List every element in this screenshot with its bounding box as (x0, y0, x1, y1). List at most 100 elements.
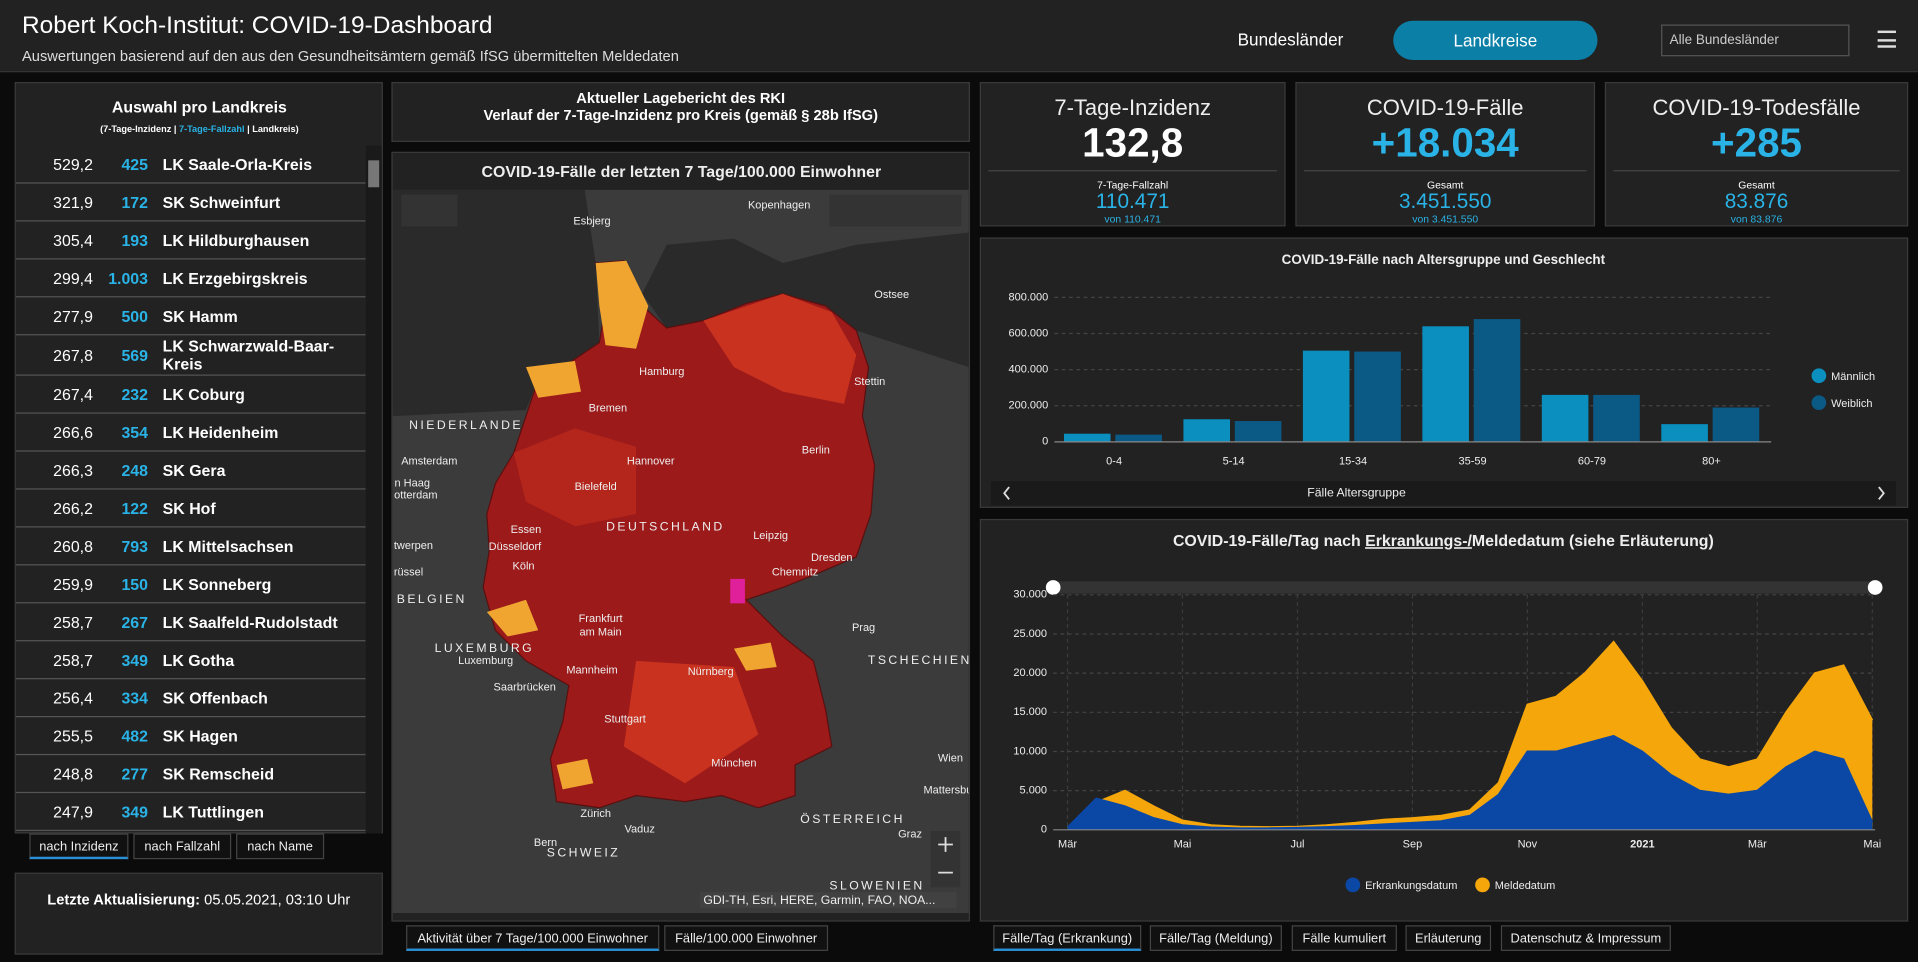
incidence: 321,9 (53, 192, 93, 212)
district-list-panel: Auswahl pro Landkreis (7-Tage-Inzidenz |… (14, 82, 383, 834)
header: Robert Koch-Institut: COVID-19-Dashboard… (0, 0, 1918, 73)
tab[interactable]: Fälle/Tag (Meldung) (1149, 925, 1282, 951)
y-tick-label: 10.000 (1013, 745, 1047, 757)
incidence: 266,6 (53, 422, 93, 442)
list-row[interactable]: 266,2 122 SK Hof (15, 490, 366, 528)
x-tick-label: Mai (1863, 838, 1881, 850)
kpi-sub-label: 7-Tage-Fallzahl (1097, 178, 1169, 191)
list-row[interactable]: 266,6 354 LK Heidenheim (15, 414, 366, 452)
range-slider[interactable] (1053, 581, 1876, 594)
list-row[interactable]: 266,3 248 SK Gera (15, 452, 366, 490)
city-label: Zürich (580, 808, 611, 820)
tab[interactable]: Fälle kumuliert (1291, 925, 1397, 951)
tab[interactable]: Erläuterung (1405, 925, 1492, 951)
district-region[interactable] (486, 599, 539, 637)
list-row[interactable]: 277,9 500 SK Hamm (15, 297, 366, 336)
range-handle[interactable] (1867, 580, 1883, 595)
district-name: LK Saale-Orla-Kreis (162, 154, 313, 174)
list-row[interactable]: 256,4 334 SK Offenbach (15, 679, 366, 718)
list-row[interactable]: 267,4 232 LK Coburg (15, 376, 366, 414)
city-label: Leipzig (753, 530, 788, 542)
list-row[interactable]: 267,8 569 LK Schwarzwald-Baar-Kreis (15, 335, 366, 376)
district-region[interactable] (513, 428, 637, 527)
nav-button[interactable]: Landkreise (1393, 20, 1598, 60)
country-label: SLOWENIEN (829, 878, 924, 892)
kpi-sub-label: Gesamt (1738, 178, 1775, 191)
list-row[interactable]: 321,9 172 SK Schweinfurt (15, 184, 366, 222)
city-label: Kopenhagen (748, 200, 810, 212)
country-label: DEUTSCHLAND (606, 520, 725, 534)
case-count: 277 (121, 764, 149, 783)
dropdown[interactable]: Alle Bundesländer (1661, 24, 1850, 57)
subtitle: Auswertungen basierend auf den aus den G… (22, 47, 679, 65)
bar (1712, 407, 1760, 442)
scrollbar[interactable] (365, 145, 382, 834)
y-tick-label: 15.000 (1013, 706, 1047, 718)
list-row[interactable]: 258,7 349 LK Gotha (15, 641, 366, 680)
city-label: Berlin (802, 444, 830, 456)
tab[interactable]: nach Fallzahl (133, 833, 232, 860)
map-toolbar[interactable] (401, 194, 458, 227)
x-tick-label: 15-34 (1339, 455, 1367, 467)
nav-button[interactable]: Bundesländer (1237, 29, 1344, 49)
incidence: 267,8 (53, 345, 93, 365)
district-region[interactable] (595, 260, 649, 349)
legend-swatch (1345, 877, 1361, 893)
x-tick-label: Mai (1174, 838, 1192, 850)
list-row[interactable]: 258,7 267 LK Saalfeld-Rudolstadt (15, 603, 366, 642)
list-row[interactable]: 529,2 425 LK Saale-Orla-Kreis (15, 146, 366, 184)
district-highlight[interactable] (730, 578, 745, 604)
district-region[interactable] (556, 758, 594, 790)
list-row[interactable]: 247,9 349 LK Tuttlingen (15, 793, 366, 832)
country-label: ÖSTERREICH (800, 812, 905, 826)
district-name: LK Sonneberg (162, 574, 272, 593)
city-label: Düsseldorf (489, 541, 543, 553)
tab[interactable]: Datenschutz & Impressum (1500, 925, 1671, 951)
y-tick-label: 30.000 (1013, 589, 1047, 601)
district-region[interactable] (733, 642, 777, 671)
case-count: 569 (121, 345, 149, 365)
report-line: Verlauf der 7-Tage-Inzidenz pro Kreis (g… (483, 106, 878, 124)
district-region[interactable] (623, 660, 759, 784)
kpi-value: +285 (1711, 119, 1802, 166)
area-line (1066, 640, 1874, 829)
y-tick-label: 25.000 (1013, 628, 1047, 640)
attribution: GDI-TH, Esri, HERE, Garmin, FAO, NOA... (703, 893, 935, 907)
report-link[interactable]: Aktueller Lagebericht des RKI Verlauf der… (391, 82, 970, 142)
list-legend: (7-Tage-Inzidenz | 7-Tage-Fallzahl | Lan… (16, 124, 383, 135)
city-label: Frankfurt (579, 613, 623, 625)
tab[interactable]: Aktivität über 7 Tage/100.000 Einwohner (406, 925, 660, 951)
incidence: 256,4 (53, 688, 93, 707)
district-name: LK Coburg (162, 384, 245, 404)
germany-districts[interactable] (482, 260, 876, 809)
scroll-arrows[interactable] (1003, 486, 1885, 500)
district-region[interactable] (703, 293, 857, 404)
range-handle[interactable] (1045, 580, 1061, 595)
tab[interactable]: nach Inzidenz (29, 833, 129, 860)
district-region[interactable] (525, 361, 582, 398)
menu-button[interactable] (1877, 30, 1896, 48)
city-label: Vaduz (625, 824, 655, 836)
kpi-title: 7-Tage-Inzidenz (1054, 95, 1212, 120)
list-row[interactable]: 305,4 193 LK Hildburghausen (15, 222, 366, 260)
list-row[interactable]: 259,9 150 LK Sonneberg (15, 565, 366, 604)
city-label: Bern (534, 837, 557, 849)
city-label: Nürnberg (688, 666, 734, 678)
y-tick-label: 5.000 (1020, 785, 1048, 797)
tab[interactable]: Fälle/100.000 Einwohner (664, 925, 829, 951)
x-tick-label: Mär (1058, 838, 1077, 850)
city-label: Stuttgart (604, 714, 646, 726)
legend-swatch (1475, 877, 1490, 893)
list-row[interactable]: 248,8 277 SK Remscheid (15, 755, 366, 794)
tab[interactable]: nach Name (236, 833, 325, 860)
incidence: 266,2 (53, 498, 93, 518)
list-row[interactable]: 255,5 482 SK Hagen (15, 717, 366, 756)
map-toolbar[interactable] (829, 194, 962, 227)
city-label: Hamburg (639, 366, 684, 378)
incidence: 299,4 (53, 268, 93, 288)
tab[interactable]: Fälle/Tag (Erkrankung) (993, 925, 1142, 951)
list-row[interactable]: 260,8 793 LK Mittelsachsen (15, 528, 366, 566)
district-name: LK Saalfeld-Rudolstadt (162, 612, 338, 631)
district-name: SK Gera (162, 460, 226, 480)
list-row[interactable]: 299,4 1.003 LK Erzgebirgskreis (15, 259, 366, 298)
